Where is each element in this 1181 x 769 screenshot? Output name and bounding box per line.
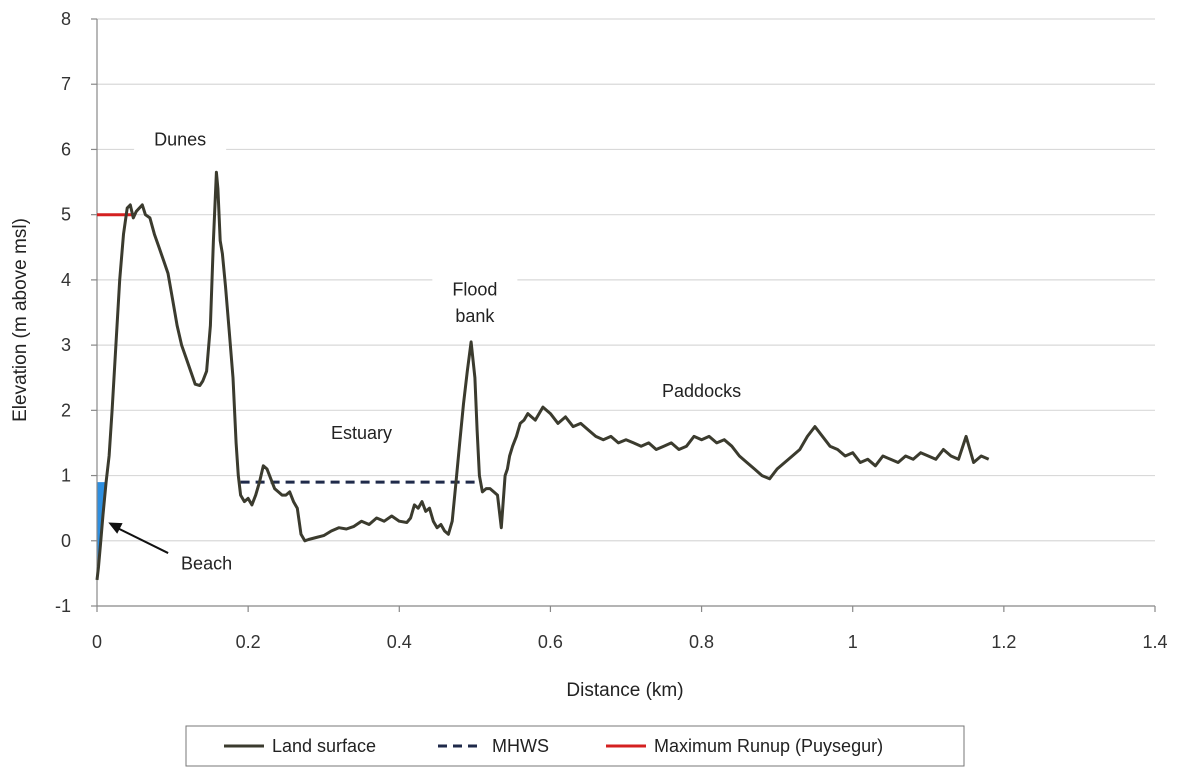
legend-box (185, 725, 965, 767)
x-tick-label: 1 (848, 632, 858, 652)
annotation-background (642, 379, 762, 402)
x-tick-label: 0 (92, 632, 102, 652)
annotation-background (134, 128, 227, 151)
annotation-label: bank (455, 306, 495, 326)
annotation-label: Dunes (154, 130, 206, 150)
annotation-background (161, 552, 253, 575)
y-tick-label: 4 (61, 270, 71, 290)
y-tick-label: 7 (61, 74, 71, 94)
x-tick-label: 0.4 (387, 632, 412, 652)
legend: Land surface MHWS Maximum Runup (Puysegu… (185, 725, 965, 767)
beach-arrow-head (108, 522, 123, 534)
y-axis-title: Elevation (m above msl) (10, 218, 31, 422)
y-tick-label: 1 (61, 466, 71, 486)
x-tick-label: 0.6 (538, 632, 563, 652)
axes: -1 0 1 2 3 4 5 6 7 8 0 0.2 0.4 0.6 0.8 1 1.2 1.4 (55, 9, 1168, 652)
x-tick-label: 0.2 (236, 632, 261, 652)
annotation-label: Flood (452, 280, 497, 300)
beach-arrow-shaft (111, 524, 169, 554)
annotations: Dunes Flood bank Estuary Paddocks Beach (108, 128, 762, 575)
annotation-label: Estuary (331, 423, 392, 443)
annotation-background (435, 304, 516, 327)
gridlines (97, 18, 1155, 542)
y-tick-label: -1 (55, 596, 71, 616)
beach-fill-area (97, 482, 110, 580)
annotation-label: Paddocks (662, 381, 741, 401)
y-tick-label: 8 (61, 9, 71, 29)
annotation-background (310, 422, 413, 445)
x-tick-label: 1.4 (1142, 632, 1167, 652)
x-tick-label: 0.8 (689, 632, 714, 652)
y-tick-label: 3 (61, 335, 71, 355)
y-tick-label: 5 (61, 205, 71, 225)
land-surface-line (95, 170, 990, 581)
y-tick-label: 2 (61, 400, 71, 420)
annotation-background (432, 278, 518, 301)
x-tick-label: 1.2 (991, 632, 1016, 652)
y-tick-label: 0 (61, 531, 71, 551)
annotation-label: Beach (181, 554, 232, 574)
x-axis-title: Distance (km) (566, 680, 683, 701)
legend-label-mhws: MHWS (492, 736, 549, 756)
y-tick-label: 6 (61, 139, 71, 159)
legend-label-land-surface: Land surface (272, 736, 376, 756)
data-series (95, 170, 990, 581)
beach-fill (97, 482, 110, 580)
legend-label-maximum-runup: Maximum Runup (Puysegur) (654, 736, 883, 756)
